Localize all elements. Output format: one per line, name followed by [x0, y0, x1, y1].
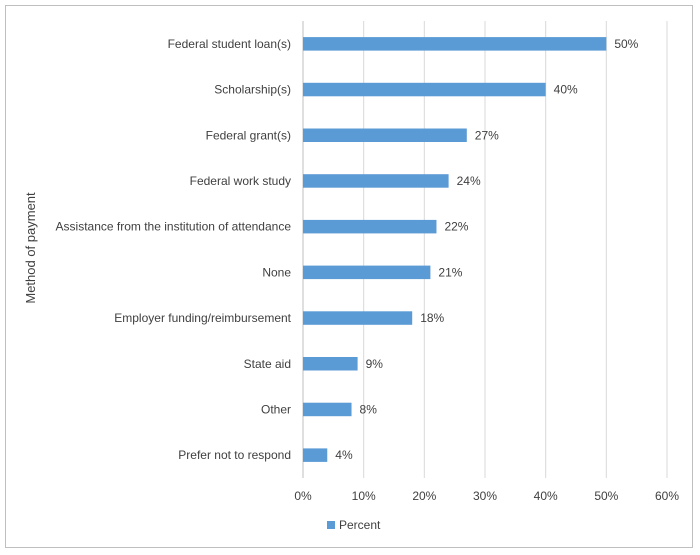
- bar: [303, 402, 352, 417]
- bar: [303, 265, 431, 280]
- category-label: Federal student loan(s): [168, 37, 291, 51]
- legend: Percent: [327, 518, 381, 532]
- bar: [303, 128, 467, 142]
- category-label: State aid: [244, 357, 291, 371]
- x-tick-label: 60%: [655, 489, 679, 503]
- data-labels: 50% 40% 27% 24% 22% 21% 18% 9% 8% 4%: [335, 37, 638, 462]
- bar: [303, 357, 358, 371]
- data-label: 8%: [360, 402, 378, 416]
- x-tick-label: 50%: [594, 489, 618, 503]
- data-label: 27%: [475, 128, 499, 142]
- bar: [303, 311, 413, 325]
- data-label: 22%: [444, 220, 468, 234]
- data-label: 21%: [438, 265, 462, 279]
- category-labels: Federal student loan(s) Scholarship(s) Fed…: [56, 37, 292, 462]
- legend-swatch: [327, 521, 335, 529]
- bar: [303, 174, 449, 188]
- category-label: Prefer not to respond: [178, 448, 291, 462]
- category-label: Employer funding/reimbursement: [114, 311, 291, 325]
- bars: [303, 37, 607, 462]
- bar: [303, 448, 328, 462]
- legend-label: Percent: [339, 518, 381, 532]
- data-label: 24%: [457, 174, 481, 188]
- x-tick-label: 0%: [294, 489, 312, 503]
- bar: [303, 37, 607, 51]
- category-label: Other: [261, 402, 291, 416]
- data-label: 50%: [614, 37, 638, 51]
- y-axis-title: Method of payment: [23, 192, 38, 304]
- x-tick-labels: 0% 10% 20% 30% 40% 50% 60%: [294, 489, 679, 503]
- data-label: 40%: [554, 83, 578, 97]
- bar: [303, 219, 437, 234]
- bar: [303, 82, 546, 97]
- category-label: Federal work study: [190, 174, 291, 188]
- category-label: None: [262, 265, 291, 279]
- x-tick-label: 10%: [352, 489, 376, 503]
- category-label: Assistance from the institution of atten…: [56, 220, 292, 234]
- category-label: Scholarship(s): [214, 83, 291, 97]
- category-label: Federal grant(s): [206, 128, 291, 142]
- data-label: 4%: [335, 448, 353, 462]
- gridlines: [302, 21, 668, 478]
- data-label: 18%: [420, 311, 444, 325]
- x-tick-label: 30%: [473, 489, 497, 503]
- data-label: 9%: [366, 357, 384, 371]
- x-tick-label: 20%: [412, 489, 436, 503]
- x-tick-label: 40%: [534, 489, 558, 503]
